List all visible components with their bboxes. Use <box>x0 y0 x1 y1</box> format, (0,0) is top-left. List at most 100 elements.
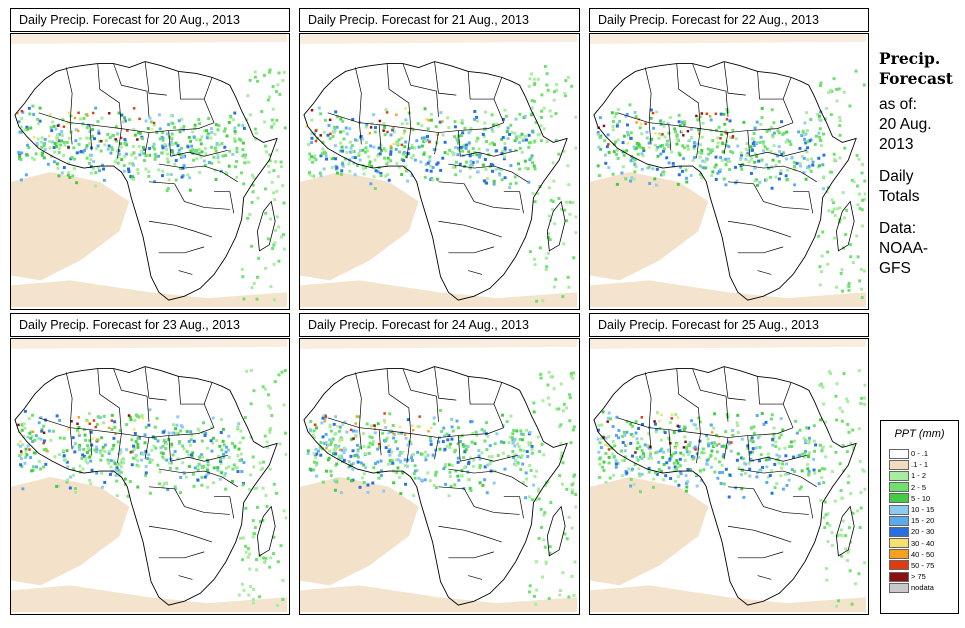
precip-cell <box>469 129 473 133</box>
precip-cell <box>86 461 90 465</box>
precip-cell <box>334 110 338 114</box>
precip-cell <box>100 448 104 452</box>
precip-cell <box>115 466 119 470</box>
precip-cell <box>330 157 334 161</box>
heavy-precip-cell <box>62 125 66 128</box>
country-border <box>676 368 701 434</box>
precip-cell <box>829 113 833 117</box>
precip-cell <box>173 125 177 129</box>
precip-cell <box>629 131 633 135</box>
precip-cell <box>233 129 237 133</box>
precip-map[interactable] <box>589 338 869 615</box>
precip-cell <box>323 118 327 122</box>
legend-swatch <box>889 504 909 515</box>
precip-cell <box>400 173 404 177</box>
precip-map[interactable] <box>10 33 290 310</box>
precip-cell <box>273 241 277 245</box>
africa-map <box>11 34 287 307</box>
precip-cell <box>851 445 855 449</box>
precip-cell <box>700 451 704 455</box>
precip-cell <box>214 177 218 181</box>
precip-cell <box>788 445 792 449</box>
precip-cell <box>384 108 388 112</box>
precip-cell <box>404 118 408 122</box>
precip-cell <box>492 123 495 127</box>
country-border <box>737 246 784 254</box>
precip-cell <box>523 114 527 118</box>
precip-cell <box>740 437 744 441</box>
precip-cell <box>675 133 679 137</box>
precip-cell <box>808 139 812 143</box>
precip-cell <box>571 371 575 375</box>
precip-cell <box>855 184 859 188</box>
precip-cell <box>834 394 838 398</box>
precip-map[interactable] <box>299 33 580 310</box>
precip-cell <box>253 75 257 79</box>
precip-cell <box>253 487 257 491</box>
precip-cell <box>668 421 672 425</box>
precip-cell <box>136 171 140 175</box>
precip-cell <box>716 171 720 175</box>
precip-cell <box>714 155 718 159</box>
precip-cell <box>32 451 36 455</box>
precip-cell <box>324 154 328 158</box>
precip-cell <box>373 126 377 130</box>
precip-map[interactable] <box>299 338 580 615</box>
precip-cell <box>515 429 519 433</box>
precip-cell <box>417 145 421 149</box>
precip-cell <box>469 159 473 163</box>
precip-cell <box>40 136 44 140</box>
legend-item: 20 - 30 <box>889 526 934 537</box>
precip-cell <box>677 113 681 117</box>
precip-map[interactable] <box>10 338 290 615</box>
precip-cell <box>692 141 696 145</box>
heavy-precip-cell <box>120 136 123 140</box>
precip-cell <box>769 175 773 179</box>
precip-cell <box>174 487 178 491</box>
precip-cell <box>549 375 553 379</box>
precip-cell <box>503 146 507 150</box>
precip-cell <box>706 147 710 151</box>
country-border <box>727 220 792 238</box>
precip-cell <box>272 535 276 539</box>
precip-cell <box>419 160 423 164</box>
precip-cell <box>166 187 170 191</box>
precip-cell <box>672 461 676 465</box>
precip-cell <box>551 200 555 204</box>
precip-cell <box>565 219 569 223</box>
precip-cell <box>69 475 73 479</box>
precip-cell <box>509 435 513 439</box>
precip-cell <box>196 478 200 482</box>
precip-cell <box>87 161 91 165</box>
precip-cell <box>142 147 146 151</box>
precip-cell <box>161 146 165 150</box>
country-border <box>148 525 213 543</box>
precip-cell <box>683 459 687 462</box>
heavy-precip-cell <box>669 441 672 445</box>
precip-cell <box>450 417 454 421</box>
precip-cell <box>329 474 333 477</box>
precip-cell <box>352 161 356 165</box>
precip-cell <box>227 455 231 459</box>
precip-cell <box>676 475 680 479</box>
precip-cell <box>787 478 791 482</box>
precip-cell <box>839 489 843 493</box>
precip-cell <box>503 155 507 159</box>
precip-cell <box>567 183 571 187</box>
precip-cell <box>106 147 110 151</box>
precip-cell <box>706 437 710 441</box>
precip-cell <box>574 146 577 150</box>
precip-cell <box>697 416 701 420</box>
precip-cell <box>31 413 34 417</box>
legend-label: nodata <box>911 583 934 593</box>
precip-cell <box>753 152 757 156</box>
precip-map[interactable] <box>589 33 869 310</box>
legend-label: > 75 <box>911 572 926 582</box>
precip-cell <box>497 124 501 128</box>
precip-cell <box>372 113 376 117</box>
precip-cell <box>236 426 239 430</box>
precip-cell <box>470 440 474 444</box>
precip-cell <box>337 454 341 458</box>
heavy-precip-cell <box>355 415 359 418</box>
precip-cell <box>67 171 71 175</box>
